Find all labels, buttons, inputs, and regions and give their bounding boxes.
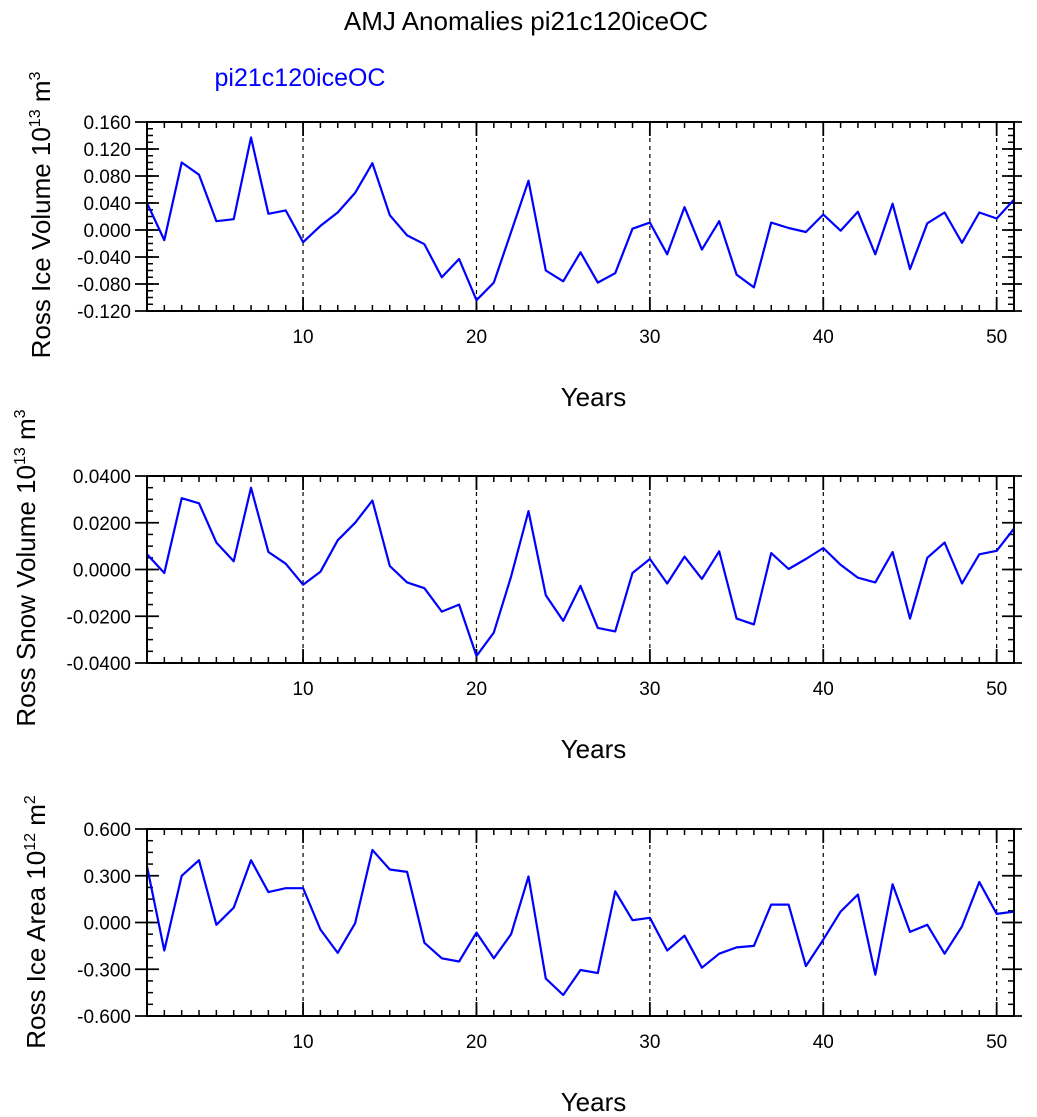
x-tick-label: 20 [466, 327, 487, 348]
plot-frame [146, 828, 1015, 1017]
y-tick-label: 0.0400 [73, 467, 131, 488]
y-tick-label: -0.0200 [67, 607, 131, 628]
x-tick-label: 40 [813, 327, 834, 348]
series-line [146, 136, 1015, 302]
panel-ross-ice-volume: -0.120 -0.080 -0.040 0.000 0.040 0.080 0.120 0.… [26, 71, 1022, 412]
y-axis-label-part: Ross Snow Volume 10 [11, 465, 41, 727]
plot-frame [146, 475, 1015, 664]
y-tick-label: 0.120 [83, 140, 131, 161]
panel-ross-ice-area: -0.600 -0.300 0.000 0.300 0.600 10 20 30 40 50 Yea… [21, 795, 1022, 1117]
series-line [145, 848, 1015, 997]
y-tick-label: -0.120 [77, 302, 131, 323]
y-tick-label: 0.000 [83, 221, 131, 242]
x-tick-label: 10 [292, 679, 313, 700]
y-tick-label: 0.0000 [73, 561, 131, 582]
figure-title: AMJ Anomalies pi21c120iceOC [344, 6, 708, 36]
y-tick-label: -0.080 [77, 275, 131, 296]
y-tick-label: -0.600 [77, 1007, 131, 1028]
y-tick-label: 0.300 [83, 867, 131, 888]
x-tick-label: 30 [639, 679, 660, 700]
x-axis-label: Years [561, 382, 627, 412]
x-tick-label: 10 [292, 1032, 313, 1053]
y-axis-label-part: 12 [22, 833, 39, 851]
y-axis-label-part: 3 [27, 71, 44, 80]
x-tick-label: 50 [986, 1032, 1007, 1053]
plot-frame [146, 121, 1015, 312]
y-axis-label-part: Ross Ice Volume 10 [26, 127, 56, 358]
series-line [146, 486, 1015, 658]
y-axis-label-part: 13 [12, 447, 29, 465]
y-axis-label-part: 2 [22, 795, 39, 804]
y-axis-label: Ross Snow Volume 1013 m3 [11, 409, 41, 726]
y-tick-label: 0.160 [83, 113, 131, 134]
y-axis-label-part: 3 [12, 409, 29, 418]
y-axis-label-part: m [11, 418, 41, 447]
y-axis-label: Ross Ice Area 1012 m2 [21, 795, 51, 1049]
x-tick-label: 20 [466, 1032, 487, 1053]
x-tick-label: 30 [639, 327, 660, 348]
y-tick-label: -0.0400 [67, 654, 131, 675]
y-axis-label-part: m [26, 80, 56, 109]
x-tick-label: 50 [986, 327, 1007, 348]
y-tick-label: 0.000 [83, 914, 131, 935]
y-tick-label: 0.600 [83, 820, 131, 841]
y-tick-label: -0.300 [77, 960, 131, 981]
y-axis-label-part: 13 [27, 109, 44, 127]
y-tick-label: 0.0200 [73, 514, 131, 535]
x-tick-label: 20 [466, 679, 487, 700]
panel-ross-snow-volume: -0.0400 -0.0200 0.0000 0.0200 0.0400 10 20 30 40… [11, 409, 1022, 764]
y-axis-label: Ross Ice Volume 1013 m3 [26, 71, 56, 358]
x-tick-label: 50 [986, 679, 1007, 700]
y-axis-label-part: Ross Ice Area 10 [21, 851, 51, 1049]
x-tick-label: 40 [813, 1032, 834, 1053]
series-label: pi21c120iceOC [215, 64, 386, 92]
y-axis-label-part: m [21, 804, 51, 833]
x-axis-label: Years [561, 1087, 627, 1117]
x-axis-label: Years [561, 734, 627, 764]
x-tick-label: 10 [292, 327, 313, 348]
y-tick-label: -0.040 [77, 248, 131, 269]
x-tick-label: 40 [813, 679, 834, 700]
x-tick-label: 30 [639, 1032, 660, 1053]
y-tick-label: 0.080 [83, 167, 131, 188]
y-tick-label: 0.040 [83, 194, 131, 215]
